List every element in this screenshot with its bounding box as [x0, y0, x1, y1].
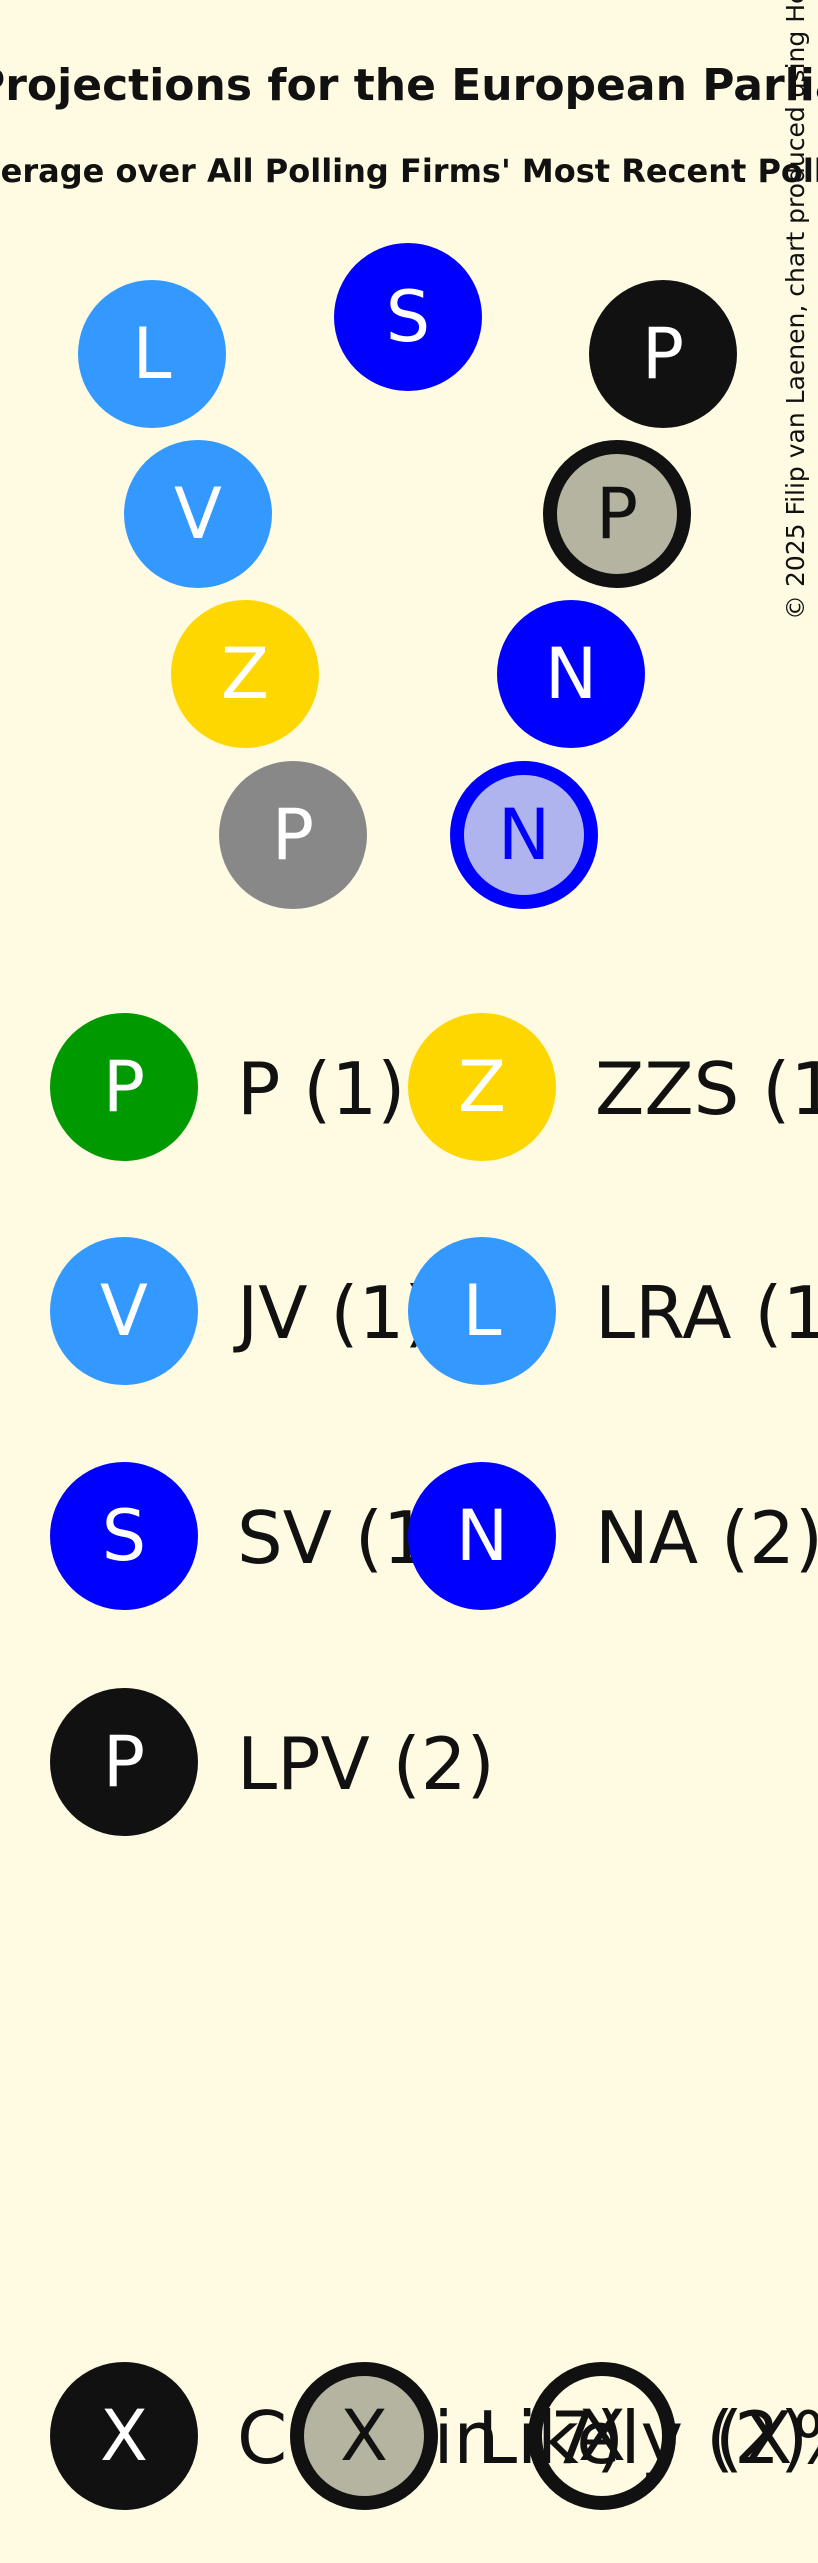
- status-letter: X: [340, 2395, 388, 2477]
- seat-letter: N: [545, 633, 597, 715]
- seat-circle: [543, 440, 691, 588]
- seat-p-certain: P: [219, 761, 367, 909]
- legend-item-lpv: P LPV (2): [50, 1688, 495, 1836]
- seat-letter: P: [596, 473, 638, 555]
- legend-letter: S: [102, 1495, 146, 1577]
- seat-circle: [334, 243, 482, 391]
- legend-label: LPV (2): [237, 1722, 495, 1806]
- chart-subtitle: Average over All Polling Firms' Most Rec…: [0, 152, 818, 190]
- legend-swatch: [408, 1013, 556, 1161]
- seat-letter: P: [272, 794, 314, 876]
- copyright-notice: © 2025 Filip van Laenen, chart produced …: [781, 0, 810, 620]
- status-label: (X%): [715, 2396, 818, 2480]
- seat-lra-certain: L: [78, 280, 226, 428]
- status-letter: X: [578, 2395, 626, 2477]
- seat-letter: Z: [221, 633, 269, 715]
- seat-circle: [78, 280, 226, 428]
- legend-label: NA (2): [595, 1496, 818, 1580]
- legend-letter: N: [456, 1495, 508, 1577]
- legend-swatch: [50, 1462, 198, 1610]
- seat-circle: [124, 440, 272, 588]
- status-swatch: [290, 2362, 438, 2510]
- legend-label: LRA (1): [595, 1271, 818, 1355]
- legend-swatch: [408, 1237, 556, 1385]
- seat-jv-certain: V: [124, 440, 272, 588]
- seat-zzs-certain: Z: [171, 600, 319, 748]
- legend-item-jv: V JV (1): [50, 1237, 432, 1385]
- status-swatch: [50, 2362, 198, 2510]
- status-legend-uncertain: X (X%): [528, 2362, 818, 2510]
- seat-sv-certain: S: [334, 243, 482, 391]
- seat-letter: S: [386, 276, 430, 358]
- legend-item-lra: L LRA (1): [408, 1237, 818, 1385]
- legend-label: P (1): [237, 1047, 405, 1131]
- party-legend: P P (1) Z ZZS (1) V JV (1) L LRA (1) SSV (1)N NA …: [50, 1013, 818, 1836]
- legend-swatch: [50, 1237, 198, 1385]
- seat-lpv-certain: P: [589, 280, 737, 428]
- seat-na-likely: N: [450, 761, 598, 909]
- legend-item-zzs: Z ZZS (1): [408, 1013, 818, 1161]
- seat-circle: [171, 600, 319, 748]
- status-letter: X: [100, 2395, 148, 2477]
- legend-item-sv: S SV (1): [50, 1462, 457, 1610]
- legend-swatch: [50, 1688, 198, 1836]
- seat-letter: L: [133, 313, 172, 395]
- legend-label: JV (1): [233, 1271, 432, 1355]
- legend-letter: P: [103, 1721, 145, 1803]
- seat-circle: [589, 280, 737, 428]
- seat-lpv-likely: P: [543, 440, 691, 588]
- seat-letter: P: [642, 313, 684, 395]
- chart-title: Seat Projections for the European Parlia…: [0, 60, 818, 111]
- legend-letter: V: [100, 1270, 148, 1352]
- legend-letter: L: [463, 1270, 502, 1352]
- seat-circle: [219, 761, 367, 909]
- seat-circle: [497, 600, 645, 748]
- seat-letter: N: [498, 794, 550, 876]
- legend-item-p_green: P P (1): [50, 1013, 405, 1161]
- status-swatch: [528, 2362, 676, 2510]
- legend-item-na: N NA (2): [408, 1462, 818, 1610]
- legend-swatch: [408, 1462, 556, 1610]
- legend-letter: Z: [458, 1046, 506, 1128]
- seat-circle: [450, 761, 598, 909]
- legend-swatch: [50, 1013, 198, 1161]
- legend-label: ZZS (1): [595, 1047, 818, 1131]
- seat-letter: V: [174, 473, 222, 555]
- seat-na-certain: N: [497, 600, 645, 748]
- legend-letter: P: [103, 1046, 145, 1128]
